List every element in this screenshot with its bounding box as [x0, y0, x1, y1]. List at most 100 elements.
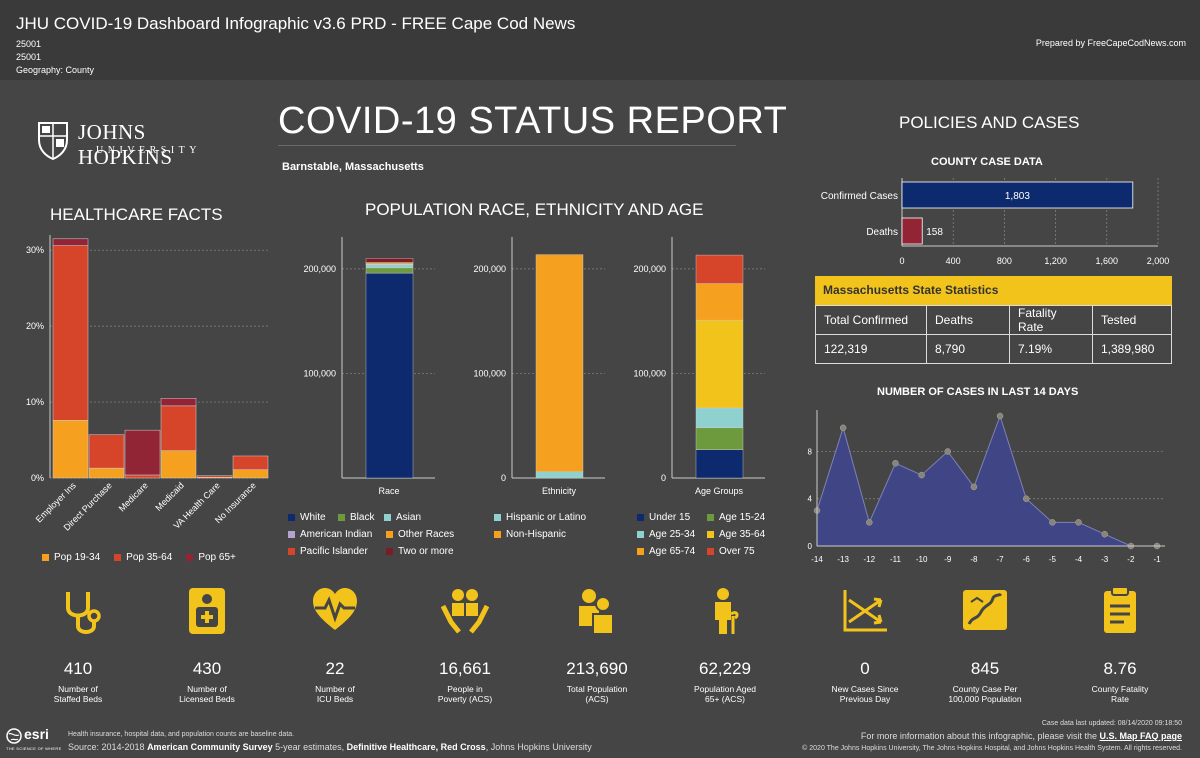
- legend-label: Under 15: [649, 512, 691, 523]
- legend-label: Age 35-64: [719, 529, 766, 540]
- data-point: [892, 460, 899, 467]
- stat-label-line: Rate: [1111, 694, 1129, 704]
- stat-value: 62,229: [699, 659, 751, 678]
- mass-header-cell: Fatality Rate: [1009, 305, 1093, 335]
- race-legend: White Black Asian American Indian Other Race…: [288, 512, 468, 563]
- y-tick-label: 0%: [31, 473, 44, 483]
- legend-label: White: [300, 512, 326, 523]
- footer-more-info: For more information about this infograp…: [861, 731, 1182, 741]
- bar-segment: [52, 238, 89, 246]
- mass-header-cell: Deaths: [926, 305, 1010, 335]
- stat-label: County Case Per 100,000 Population: [910, 684, 1060, 704]
- legend-label: Non-Hispanic: [506, 529, 567, 540]
- x-tick-label: -8: [970, 555, 978, 564]
- stat-label-line: County Fatality: [1091, 684, 1149, 694]
- stack-segment: [365, 258, 414, 263]
- y-tick-label: 20%: [26, 321, 44, 331]
- bar: [901, 217, 923, 245]
- stat-value: 430: [192, 659, 222, 678]
- stat-value: 0: [860, 659, 870, 678]
- stat-value: 8.76: [1103, 659, 1137, 678]
- stat-label-line: People in: [447, 684, 483, 694]
- y-tick-label: 30%: [26, 245, 44, 255]
- cases14-chart: 0 4 8 -14 -13 -12 -11 -10 -9 -8 -7 -6 -5 -4 -3 -2 -1: [808, 410, 1165, 564]
- x-tick-label: -4: [1075, 555, 1083, 564]
- source-acs: American Community Survey: [147, 742, 273, 752]
- bar-segment: [124, 474, 161, 479]
- stat-label-line: 100,000 Population: [948, 694, 1022, 704]
- legend-item: Pacific Islander: [288, 546, 386, 557]
- legend-item: Two or more: [386, 546, 468, 557]
- legend-item: Pop 35-64: [114, 552, 172, 563]
- legend-swatch: [186, 554, 194, 561]
- ethnicity-chart: 200,000 100,000 0 Ethnicity: [473, 237, 605, 496]
- x-tick-label: -9: [944, 555, 952, 564]
- bar-segment: [52, 420, 89, 479]
- y-tick-label: 8: [808, 447, 813, 456]
- stat-label-line: Licensed Beds: [179, 694, 235, 704]
- mass-header-cell: Tested: [1092, 305, 1172, 335]
- location-label: Barnstable, Massachusetts: [282, 161, 424, 173]
- y-tick-label: 0: [501, 473, 506, 483]
- mass-value-cell: 8,790: [926, 334, 1010, 364]
- stat-label: Population Aged 65+ (ACS): [650, 684, 800, 704]
- report-title: COVID-19 STATUS REPORT: [278, 100, 788, 142]
- y-tick-label: 200,000: [633, 264, 666, 274]
- mass-stats-panel: Massachusetts State Statistics Total Con…: [815, 276, 1172, 364]
- legend-label: Pop 65+: [198, 552, 236, 563]
- county-case-heading: COUNTY CASE DATA: [931, 156, 1043, 168]
- category-label: Confirmed Cases: [821, 191, 898, 202]
- x-tick-label: -1: [1153, 555, 1161, 564]
- hands-people-icon: [440, 586, 490, 636]
- mass-stats-header-row: Total Confirmed Deaths Fatality Rate Tes…: [815, 305, 1172, 335]
- copyright: © 2020 The Johns Hopkins University, The…: [802, 745, 1182, 752]
- prepared-by[interactable]: Prepared by FreeCapeCodNews.com: [1035, 38, 1186, 48]
- x-tick-label: -5: [1049, 555, 1057, 564]
- legend-swatch: [707, 531, 714, 538]
- stat-label: Number of Staffed Beds: [3, 684, 153, 704]
- legend-swatch: [494, 514, 501, 521]
- footer-note: Health insurance, hospital data, and pop…: [68, 731, 295, 738]
- legend-swatch: [114, 554, 122, 561]
- mass-stats-value-row: 122,319 8,790 7.19% 1,389,980: [815, 334, 1172, 364]
- x-tick-label: -6: [1023, 555, 1031, 564]
- faq-link[interactable]: U.S. Map FAQ page: [1099, 731, 1182, 741]
- policies-heading: POLICIES AND CASES: [899, 113, 1080, 132]
- ethnicity-legend: Hispanic or Latino Non-Hispanic: [494, 512, 586, 540]
- stack-segment: [695, 427, 744, 450]
- stack-segment: [535, 254, 584, 472]
- more-info-text: For more information about this infograp…: [860, 731, 1100, 741]
- bar-segment: [124, 429, 161, 476]
- stat-value: 845: [970, 659, 1000, 678]
- stat-label-line: Previous Day: [839, 694, 891, 704]
- data-label: 158: [926, 227, 943, 238]
- mass-value-cell: 7.19%: [1009, 334, 1093, 364]
- x-axis-label: Age Groups: [695, 486, 744, 496]
- stat-label-line: Total Population: [566, 684, 628, 694]
- legend-item: White: [288, 512, 338, 523]
- healthcare-heading: HEALTHCARE FACTS: [50, 205, 223, 224]
- mass-header-cell: Total Confirmed: [815, 305, 927, 335]
- mass-stats-title: Massachusetts State Statistics: [815, 276, 1172, 305]
- legend-swatch: [637, 514, 644, 521]
- stat-label: Number of ICU Beds: [260, 684, 410, 704]
- x-tick-label: 800: [997, 256, 1012, 266]
- legend-label: Pacific Islander: [300, 546, 368, 557]
- mass-value-cell: 1,389,980: [1092, 334, 1172, 364]
- population-heading: POPULATION RACE, ETHNICITY AND AGE: [365, 200, 704, 219]
- bar-segment: [196, 475, 233, 478]
- legend-item: Age 65-74: [637, 546, 707, 557]
- population-icon: [573, 586, 621, 636]
- globe-icon: [6, 728, 22, 744]
- stack-segment: [695, 407, 744, 429]
- legend-swatch: [494, 531, 501, 538]
- y-tick-label: 0: [808, 542, 813, 551]
- stack-segment: [695, 254, 744, 284]
- legend-item: Asian: [384, 512, 424, 523]
- legend-row: American Indian Other Races: [288, 529, 468, 540]
- bar: [901, 181, 1134, 209]
- legend-item: Age 15-24: [707, 512, 777, 523]
- legend-swatch: [384, 514, 391, 521]
- y-tick-label: 100,000: [303, 368, 336, 378]
- cases-area: [816, 414, 1157, 547]
